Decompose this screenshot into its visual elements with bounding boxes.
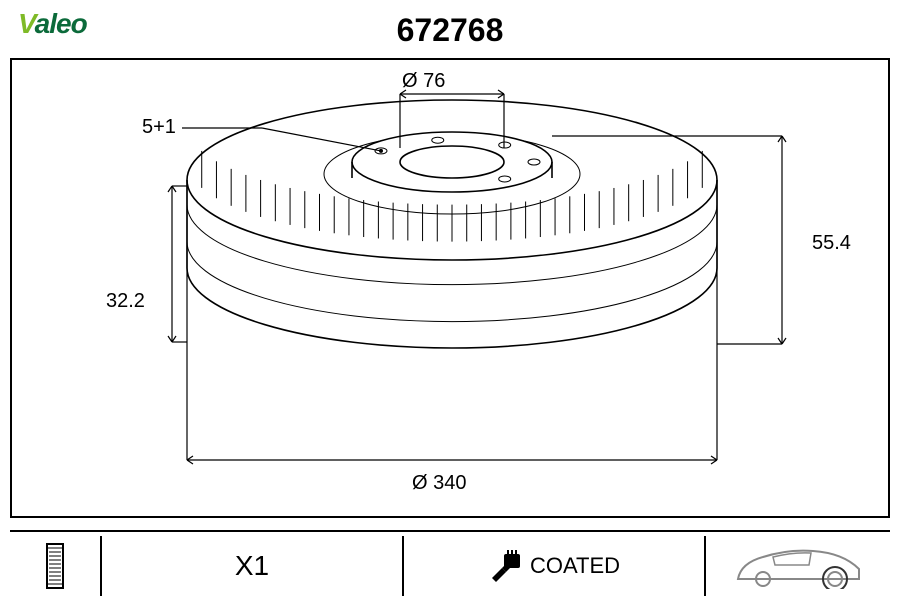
disc-side-svg <box>33 542 77 590</box>
logo-rest: aleo <box>35 8 87 39</box>
part-number: 672768 <box>397 12 504 49</box>
drawing-frame: Ø 76 5+1 55.4 32.2 Ø 340 <box>10 58 890 518</box>
footer: X1 COATED <box>10 530 890 600</box>
dim-bore-diameter: Ø 76 <box>402 70 445 93</box>
footer-quantity: X1 <box>102 550 402 582</box>
drawing-area: Ø 76 5+1 55.4 32.2 Ø 340 <box>12 60 888 516</box>
dim-bolt-pattern: 5+1 <box>142 116 176 139</box>
brand-logo: Valeo <box>18 8 87 40</box>
footer-car-icon <box>706 543 890 589</box>
dim-overall-height: 55.4 <box>812 232 851 255</box>
car-svg <box>733 543 863 589</box>
coating-label: COATED <box>530 553 620 579</box>
footer-disc-side-icon <box>10 542 100 590</box>
dim-friction-thickness: 32.2 <box>106 290 145 313</box>
dim-outer-diameter: Ø 340 <box>412 472 466 495</box>
brush-icon <box>488 548 524 584</box>
logo-v: V <box>18 8 35 39</box>
footer-coating: COATED <box>404 548 704 584</box>
page-root: Valeo 672768 Ø 76 5+1 55.4 32.2 Ø 340 <box>0 0 900 600</box>
